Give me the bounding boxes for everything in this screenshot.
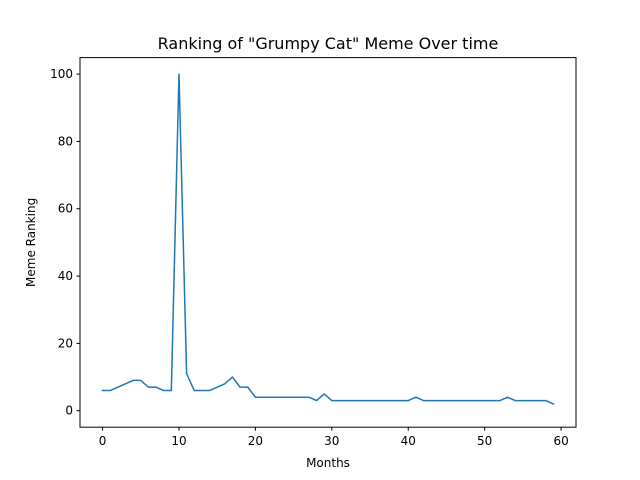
plot-area xyxy=(101,73,555,405)
chart-title: Ranking of "Grumpy Cat" Meme Over time xyxy=(158,34,499,53)
y-axis: 0 20 40 60 80 100 xyxy=(50,67,80,418)
x-tick-label: 0 xyxy=(99,434,107,448)
y-tick-label: 100 xyxy=(50,67,73,81)
x-tick-label: 40 xyxy=(401,434,416,448)
x-tick-label: 30 xyxy=(324,434,339,448)
series-line-0 xyxy=(101,73,555,405)
plot-frame xyxy=(79,57,577,428)
y-tick-label: 60 xyxy=(58,202,73,216)
y-tick-label: 80 xyxy=(58,134,73,148)
x-axis: 0 10 20 30 40 50 60 xyxy=(99,427,569,448)
x-tick-label: 20 xyxy=(248,434,263,448)
x-tick-label: 10 xyxy=(171,434,186,448)
x-axis-label: Months xyxy=(306,456,350,470)
y-tick-label: 20 xyxy=(58,336,73,350)
x-tick-label: 50 xyxy=(477,434,492,448)
x-tick-label: 60 xyxy=(553,434,568,448)
y-tick-label: 40 xyxy=(58,269,73,283)
y-axis-label: Meme Ranking xyxy=(24,198,38,287)
y-tick-label: 0 xyxy=(65,404,73,418)
